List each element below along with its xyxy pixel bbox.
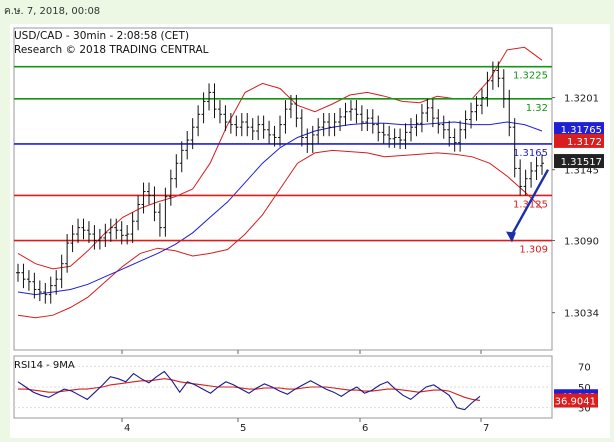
forecast-arrow-shaft [510,169,550,236]
rsi-tag-bg [554,393,598,408]
chart-grid [13,27,553,419]
bollinger-lower-line [17,149,543,319]
rsi-tag-label: 36.9041 [555,397,596,408]
rsi-ma-line [18,378,481,401]
x-tick-label: 7 [483,423,489,434]
forecast-arrow-head [506,231,516,243]
level-label: 1.32 [526,103,548,114]
forecast-arrow [506,169,550,243]
y-tick-label: 1.3034 [564,309,599,320]
price-tag-bg [554,154,604,169]
date-label: ค.ษ. 7, 2018, 00:08 [4,6,101,17]
rsi-tick-label: 50 [578,383,591,394]
rsi-tick-label: 30 [578,404,591,415]
rsi-panel: 70503041.06236.9041 [14,362,598,415]
chart-title: USD/CAD - 30min - 2:08:58 (CET) [14,30,190,42]
price-tag-label: 1.3172 [567,137,602,148]
level-label: 1.3225 [513,71,548,82]
y-tick-label: 1.3090 [564,237,599,248]
price-tag-bg [554,133,604,148]
support-resistance-levels: 1.3225 1.32 1.3165 1.3125 1.309 [14,65,552,256]
moving-average-line [17,121,543,296]
x-tick-label: 4 [124,423,130,434]
price-panel-border [13,27,553,351]
level-label: 1.309 [519,245,548,256]
rsi-title: RSI14 - 9MA [14,360,75,371]
y-tick-label: 1.3145 [564,166,599,177]
y-tick-label: 1.3201 [564,94,599,105]
rsi-line [17,370,481,411]
price-tag-bg [554,122,604,137]
level-label: 1.3125 [513,199,548,210]
price-tag-label: 1.31517 [561,157,602,168]
price-tag-label: 1.31765 [561,125,602,136]
level-label: 1.3165 [513,148,548,159]
price-bars [16,61,544,304]
x-tick-label: 5 [240,423,246,434]
time-axis: 4 5 6 7 [121,350,489,434]
chart-copyright: Research © 2018 TRADING CENTRAL [14,44,209,56]
rsi-tick-label: 70 [578,362,591,373]
x-tick-label: 6 [362,423,368,434]
